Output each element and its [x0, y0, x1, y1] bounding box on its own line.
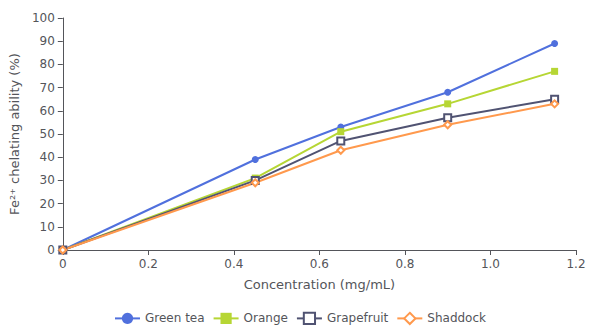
svg-text:60: 60 [40, 104, 55, 118]
svg-text:0.6: 0.6 [310, 257, 329, 271]
svg-text:100: 100 [32, 11, 55, 25]
svg-text:1.2: 1.2 [566, 257, 585, 271]
svg-text:70: 70 [40, 81, 55, 95]
svg-text:10: 10 [40, 220, 55, 234]
svg-text:Fe²⁺ chelating ability (%): Fe²⁺ chelating ability (%) [7, 53, 22, 215]
svg-text:Orange: Orange [244, 311, 288, 325]
svg-text:0.4: 0.4 [224, 257, 243, 271]
svg-text:Grapefruit: Grapefruit [327, 311, 389, 325]
svg-text:0: 0 [47, 243, 55, 257]
svg-text:0.8: 0.8 [395, 257, 414, 271]
svg-text:50: 50 [40, 127, 55, 141]
svg-text:40: 40 [40, 150, 55, 164]
svg-text:Concentration (mg/mL): Concentration (mg/mL) [244, 277, 395, 292]
svg-text:Shaddock: Shaddock [427, 311, 486, 325]
svg-text:90: 90 [40, 34, 55, 48]
svg-text:Green tea: Green tea [145, 311, 205, 325]
svg-text:0.2: 0.2 [139, 257, 158, 271]
svg-text:20: 20 [40, 197, 55, 211]
svg-text:1.0: 1.0 [481, 257, 500, 271]
svg-text:30: 30 [40, 173, 55, 187]
svg-text:80: 80 [40, 57, 55, 71]
svg-text:0: 0 [59, 257, 67, 271]
